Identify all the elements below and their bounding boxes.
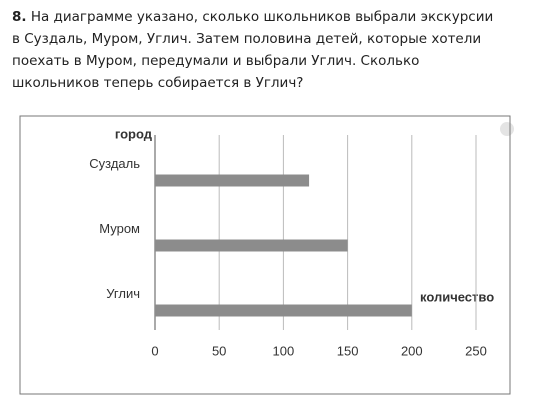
y-tick-label: Муром (99, 221, 140, 236)
y-axis-label: город (115, 126, 153, 141)
x-tick-label: 100 (273, 343, 295, 358)
question-text: в Суздаль, Муром, Углич. Затем половина … (12, 31, 482, 47)
y-tick-label: Суздаль (89, 156, 140, 171)
question-text: школьников теперь собирается в Углич? (12, 75, 304, 91)
y-tick-label: Углич (106, 286, 140, 301)
question-text: поехать в Муром, передумали и выбрали Уг… (12, 53, 420, 69)
x-tick-label: 150 (337, 343, 359, 358)
question: 8. На диаграмме указано, сколько школьни… (12, 6, 493, 94)
bar (155, 304, 412, 317)
x-tick-label: 250 (465, 343, 487, 358)
x-tick-label: 200 (401, 343, 423, 358)
bar (155, 174, 310, 187)
scroll-indicator (500, 122, 514, 136)
x-tick-label: 0 (151, 343, 158, 358)
chart-frame (19, 115, 511, 395)
question-line: в Суздаль, Муром, Углич. Затем половина … (12, 28, 493, 50)
x-tick-label: 50 (212, 343, 226, 358)
bar (155, 239, 348, 252)
question-line: поехать в Муром, передумали и выбрали Уг… (12, 50, 493, 72)
x-axis-label: количество (420, 289, 494, 304)
question-text: На диаграмме указано, сколько школьников… (30, 9, 494, 25)
question-line: школьников теперь собирается в Углич? (12, 72, 493, 94)
question-number: 8. (12, 9, 27, 25)
question-line: 8. На диаграмме указано, сколько школьни… (12, 6, 493, 28)
